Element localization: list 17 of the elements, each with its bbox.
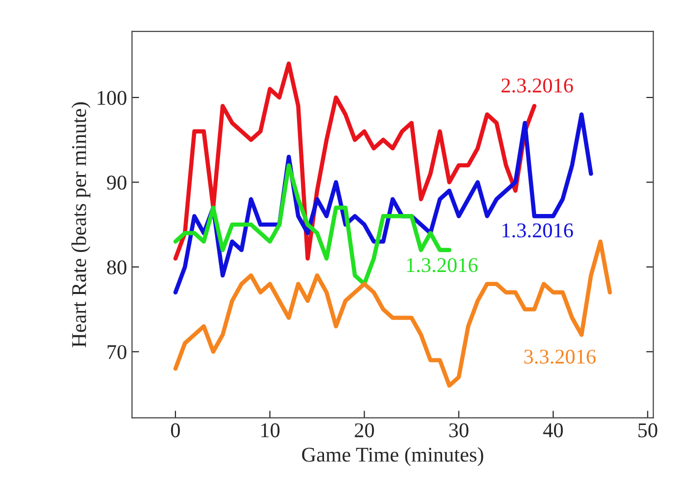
y-tick-label: 70 <box>108 345 126 360</box>
x-tick-label: 40 <box>543 423 563 438</box>
y-tick-label: 90 <box>106 176 126 190</box>
series-label: 2.3.2016 <box>502 78 573 93</box>
x-tick-label: 10 <box>261 423 280 438</box>
series-label: 1.3.2016 <box>502 223 573 238</box>
series-label: 3.3.2016 <box>524 350 596 364</box>
y-tick-label: 80 <box>107 260 126 274</box>
y-tick-label: 100 <box>98 90 126 105</box>
x-tick-label: 30 <box>449 423 468 438</box>
x-tick-label: 20 <box>354 423 374 438</box>
y-axis-title: Heart Rate (beats per minute) <box>71 102 90 348</box>
line-series <box>173 239 612 388</box>
x-tick-label: 0 <box>171 423 180 438</box>
x-tick-label: 50 <box>638 423 658 438</box>
x-axis-title: Game Time (minutes) <box>302 447 484 466</box>
series-label: 1.3.2016 <box>407 258 478 272</box>
